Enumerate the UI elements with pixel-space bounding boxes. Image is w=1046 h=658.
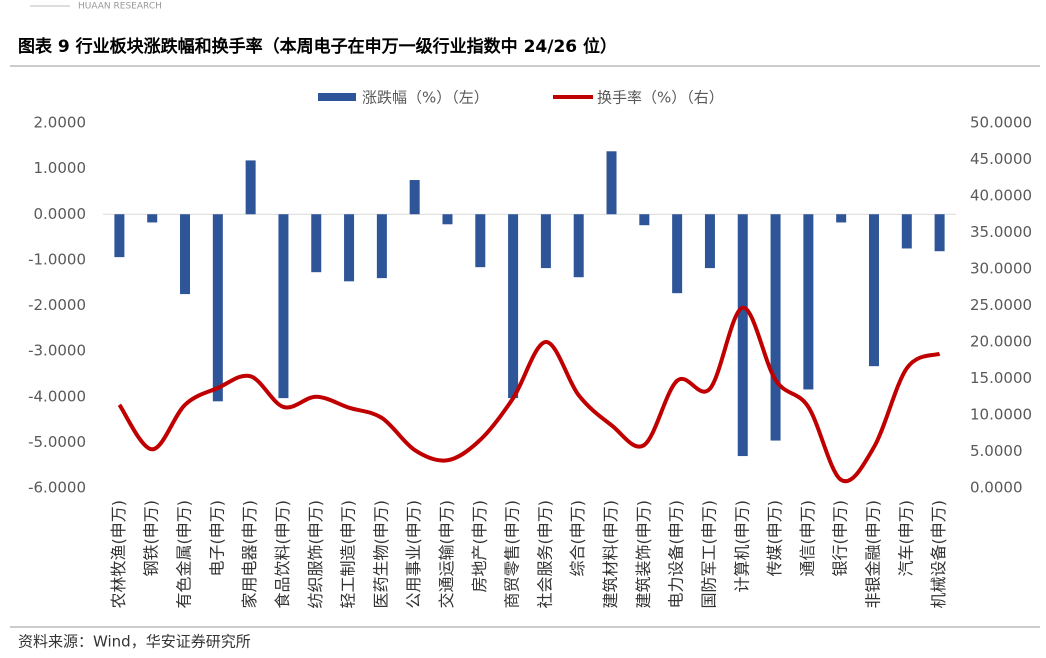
chart-title: 图表 9 行业板块涨跌幅和换手率（本周电子在申万一级行业指数中 24/26 位）: [18, 36, 617, 57]
legend-label: 涨跌幅（%）（左）: [362, 89, 489, 107]
y2-tick-label: 30.0000: [970, 260, 1032, 278]
x-tick-label: 电力设备(申万): [667, 500, 686, 609]
bar: [836, 214, 847, 223]
bar: [278, 214, 289, 399]
bar: [704, 214, 715, 269]
bar: [508, 214, 519, 399]
line: [117, 305, 941, 484]
y-tick-label: -5.0000: [28, 433, 86, 451]
x-tick-label: 农林牧渔(申万): [109, 500, 128, 609]
x-tick-label: 银行(申万): [831, 500, 850, 577]
bar: [409, 180, 420, 215]
x-tick-label: 家用电器(申万): [240, 500, 259, 609]
y2-tick-label: 40.0000: [970, 187, 1032, 205]
x-tick-label: 食品饮料(申万): [273, 500, 292, 609]
bar: [442, 214, 453, 225]
y-tick-label: -3.0000: [28, 342, 86, 360]
bar: [540, 214, 551, 269]
y-tick-label: -4.0000: [28, 387, 86, 405]
bar: [803, 214, 814, 390]
x-tick-label: 建筑材料(申万): [601, 500, 620, 609]
bar: [573, 214, 584, 278]
x-tick-label: 汽车(申万): [896, 500, 915, 577]
y2-tick-label: 5.0000: [970, 442, 1023, 460]
bar: [475, 214, 486, 268]
y2-tick-label: 35.0000: [970, 223, 1032, 241]
bar: [737, 214, 748, 457]
x-tick-label: 商贸零售(申万): [503, 500, 522, 609]
bar: [639, 214, 650, 226]
source: 资料来源：Wind，华安证券研究所: [18, 633, 251, 651]
x-tick-label: 通信(申万): [798, 500, 817, 577]
bar: [344, 214, 355, 282]
bar: [672, 214, 683, 294]
y2-tick-label: 50.0000: [970, 114, 1032, 132]
y-tick-label: 0.0000: [34, 205, 87, 223]
legend-swatch: [318, 93, 356, 101]
y2-tick-label: 0.0000: [970, 479, 1023, 497]
legend-label: 换手率（%）（右）: [597, 89, 724, 107]
x-tick-label: 机械设备(申万): [929, 500, 948, 609]
y2-tick-label: 10.0000: [970, 406, 1032, 424]
bar: [770, 214, 781, 441]
x-tick-label: 国防军工(申万): [699, 500, 718, 609]
x-tick-label: 综合(申万): [568, 500, 587, 577]
bar: [311, 214, 322, 273]
bar: [212, 214, 223, 402]
x-tick-label: 传媒(申万): [765, 500, 784, 577]
x-tick-label: 房地产(申万): [470, 500, 489, 593]
bar: [606, 151, 617, 215]
y2-tick-label: 45.0000: [970, 150, 1032, 168]
y-tick-label: -1.0000: [28, 250, 86, 268]
x-tick-label: 轻工制造(申万): [339, 500, 358, 609]
bar: [901, 214, 912, 249]
x-tick-label: 医药生物(申万): [371, 500, 390, 609]
x-tick-label: 钢铁(申万): [142, 500, 161, 577]
y2-tick-label: 20.0000: [970, 333, 1032, 351]
bar: [147, 214, 158, 223]
y2-tick-label: 25.0000: [970, 296, 1032, 314]
y2-tick-label: 15.0000: [970, 369, 1032, 387]
x-tick-label: 公用事业(申万): [404, 500, 423, 608]
x-tick-label: 建筑装饰(申万): [634, 500, 653, 609]
bar: [180, 214, 191, 295]
bar: [868, 214, 879, 367]
bar: [934, 214, 945, 252]
bar: [245, 160, 256, 215]
bar: [114, 214, 125, 258]
x-tick-label: 交通运输(申万): [437, 500, 456, 609]
y-tick-label: -6.0000: [28, 479, 86, 497]
y-tick-label: 1.0000: [34, 159, 87, 177]
y-tick-label: 2.0000: [34, 114, 87, 132]
logo: HUAAN RESEARCH: [78, 2, 162, 12]
x-tick-label: 非银金融(申万): [863, 500, 882, 609]
x-tick-label: 有色金属(申万): [175, 500, 194, 609]
bar: [376, 214, 387, 279]
x-tick-label: 电子(申万): [207, 500, 226, 577]
x-tick-label: 纺织服饰(申万): [306, 500, 325, 609]
x-tick-label: 社会服务(申万): [535, 500, 554, 609]
y-tick-label: -2.0000: [28, 296, 86, 314]
x-tick-label: 计算机(申万): [732, 500, 751, 593]
